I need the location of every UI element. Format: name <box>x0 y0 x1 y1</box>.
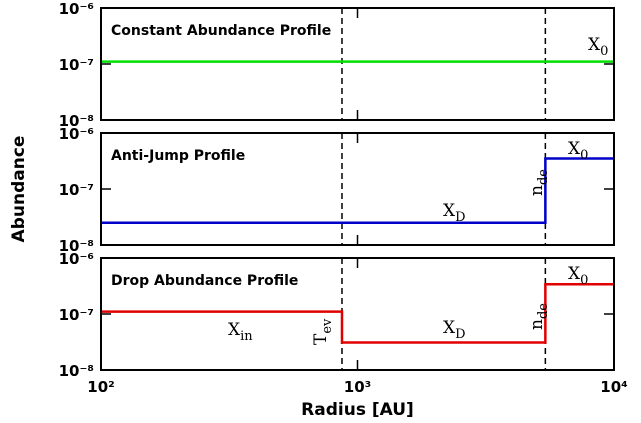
annotation: XD <box>443 201 466 225</box>
panel-frame <box>100 257 615 371</box>
annotation-subscript: ev <box>320 318 335 334</box>
y-tick-label: 10⁻⁸ <box>59 112 94 130</box>
annotation-symbol: X <box>443 318 456 338</box>
x-tick-label: 10⁴ <box>600 378 627 396</box>
y-tick-label: 10⁻⁶ <box>59 0 94 18</box>
y-tick-label: 10⁻⁸ <box>59 362 94 380</box>
annotation-symbol: n <box>527 185 547 196</box>
x-tick-label: 10² <box>87 378 114 396</box>
panel-title: Anti-Jump Profile <box>111 148 245 164</box>
y-tick-label: 10⁻⁷ <box>59 306 94 324</box>
annotation-symbol: X <box>568 264 581 284</box>
annotation-symbol: X <box>568 139 581 159</box>
panel-frame <box>100 7 615 121</box>
x-axis-label: Radius [AU] <box>301 400 414 420</box>
y-axis-label: Abundance <box>9 136 29 243</box>
annotation-subscript: 0 <box>580 148 588 163</box>
annotation-subscript: in <box>240 329 253 344</box>
panel-title: Drop Abundance Profile <box>111 273 298 289</box>
annotation: nde <box>527 303 551 330</box>
y-tick-label: 10⁻⁷ <box>59 56 94 74</box>
annotation-subscript: de <box>536 169 551 185</box>
panel-frame <box>100 132 615 246</box>
annotation-subscript: 0 <box>580 273 588 288</box>
annotation: X0 <box>568 139 588 163</box>
annotation: X0 <box>568 264 588 288</box>
annotation-subscript: 0 <box>600 44 608 59</box>
annotation-subscript: D <box>455 327 465 342</box>
y-tick-label: 10⁻⁶ <box>59 125 94 143</box>
annotation: XD <box>443 318 466 342</box>
annotation-subscript: de <box>536 303 551 319</box>
y-tick-label: 10⁻⁶ <box>59 250 94 268</box>
annotation-symbol: X <box>443 201 456 221</box>
annotation-symbol: n <box>527 319 547 330</box>
annotation: nde <box>527 169 551 196</box>
annotation: X0 <box>588 35 608 59</box>
annotation-subscript: D <box>455 210 465 225</box>
profile-line <box>101 157 614 224</box>
annotation-symbol: X <box>228 320 241 340</box>
profile-line <box>101 282 614 344</box>
annotation-symbol: X <box>588 35 601 55</box>
annotation: Tev <box>311 318 335 345</box>
annotation-symbol: T <box>311 333 331 345</box>
panel-title: Constant Abundance Profile <box>111 23 331 39</box>
x-tick-label: 10³ <box>344 378 371 396</box>
y-tick-label: 10⁻⁸ <box>59 237 94 255</box>
annotation: Xin <box>228 320 253 344</box>
y-tick-label: 10⁻⁷ <box>59 181 94 199</box>
